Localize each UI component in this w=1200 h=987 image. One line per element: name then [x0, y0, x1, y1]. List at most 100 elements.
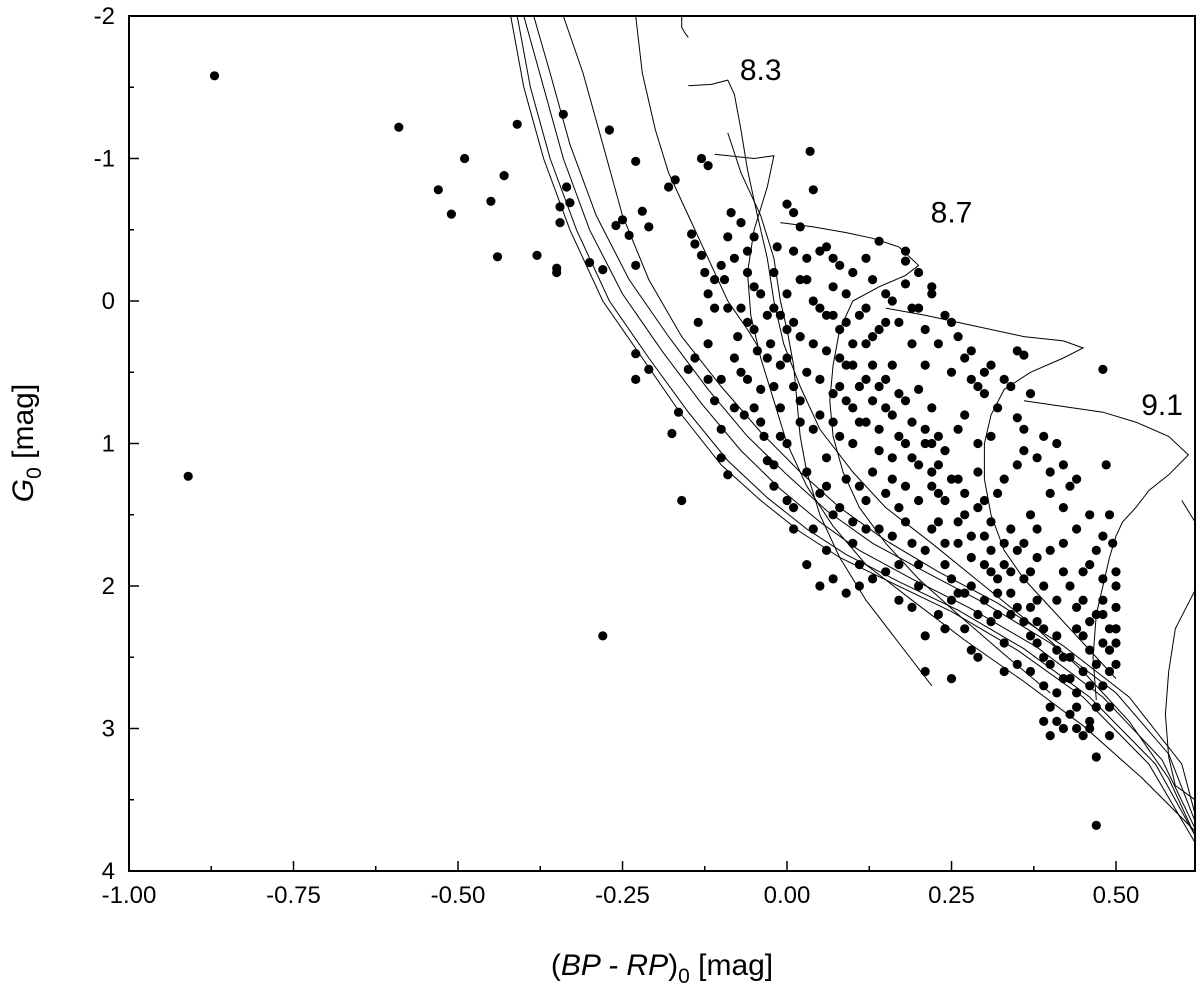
data-point: [999, 666, 1009, 677]
data-point: [1039, 624, 1049, 634]
x-tick-label: -1.00: [102, 882, 157, 909]
data-point: [690, 353, 700, 363]
data-point: [1045, 488, 1055, 498]
data-point: [693, 317, 703, 327]
y-tick-label: 3: [102, 716, 115, 743]
data-point: [775, 431, 786, 441]
x-tick-label: -0.75: [266, 882, 321, 909]
data-point: [670, 175, 680, 185]
data-point: [933, 460, 944, 470]
data-point: [716, 374, 726, 384]
data-point: [1085, 560, 1095, 570]
data-point: [782, 199, 792, 209]
isochrone-labels: 8.3 8.7 9.1: [740, 54, 1183, 422]
data-point: [966, 645, 976, 655]
data-point: [562, 182, 572, 192]
data-point: [1072, 723, 1082, 734]
data-point: [907, 453, 917, 463]
data-point: [848, 438, 858, 449]
data-point: [940, 446, 950, 456]
isochrone-label: 8.3: [740, 54, 782, 87]
data-point: [1032, 453, 1042, 463]
data-point: [1032, 524, 1042, 534]
isochrone-line: [1164, 590, 1195, 801]
data-point: [874, 424, 884, 434]
data-point: [835, 503, 845, 513]
data-point: [1085, 716, 1095, 727]
data-point: [687, 229, 697, 239]
data-point: [769, 381, 779, 392]
data-point: [1065, 481, 1075, 491]
data-point: [815, 410, 825, 420]
data-point: [631, 156, 641, 166]
data-point: [993, 403, 1003, 413]
data-point: [993, 609, 1003, 620]
data-point: [1025, 666, 1036, 677]
data-point: [894, 503, 904, 513]
data-point: [1012, 659, 1022, 670]
data-point: [1111, 659, 1121, 670]
data-point: [696, 153, 707, 164]
data-point: [1006, 609, 1016, 620]
data-point: [841, 289, 851, 299]
data-point: [1052, 645, 1062, 655]
data-point: [710, 275, 720, 285]
x-axis-ticks: -1.00 -0.75 -0.50 -0.25 0.00 0.25 0.50: [102, 861, 1139, 909]
y-tick-label: 2: [102, 573, 115, 600]
data-point: [815, 488, 825, 498]
data-point: [854, 581, 865, 591]
data-point: [789, 503, 799, 513]
data-point: [617, 215, 628, 225]
data-point: [821, 545, 832, 556]
data-point: [789, 317, 799, 327]
data-point: [631, 349, 641, 359]
data-point: [1045, 702, 1055, 712]
data-point: [933, 517, 944, 527]
data-point: [1052, 716, 1062, 727]
data-point: [966, 552, 976, 563]
data-point: [940, 310, 950, 320]
data-point: [835, 353, 845, 363]
data-point: [1078, 731, 1088, 741]
data-point: [1065, 652, 1075, 662]
data-point: [782, 353, 792, 363]
data-point: [861, 253, 871, 263]
data-point: [828, 510, 838, 520]
data-point: [795, 417, 805, 427]
data-point: [1072, 688, 1082, 698]
data-point: [914, 267, 924, 278]
data-point: [979, 495, 990, 506]
data-point: [874, 524, 884, 534]
data-point: [835, 431, 845, 441]
data-point: [1104, 624, 1115, 634]
data-point: [703, 161, 713, 171]
isochrone-line: [1181, 500, 1195, 523]
data-point: [683, 364, 693, 374]
data-point: [940, 624, 950, 634]
data-point: [782, 324, 792, 335]
data-point: [881, 567, 891, 577]
data-point: [1006, 381, 1016, 392]
data-point: [795, 222, 805, 232]
data-point: [986, 431, 996, 441]
data-point: [868, 574, 878, 584]
data-point: [914, 303, 924, 313]
data-point: [795, 275, 805, 285]
data-point: [946, 474, 957, 484]
data-point: [953, 517, 963, 527]
data-point: [999, 538, 1009, 548]
data-point: [677, 495, 687, 506]
data-point: [835, 381, 845, 392]
data-point: [854, 381, 865, 392]
data-point: [993, 574, 1003, 584]
data-point: [598, 265, 608, 275]
data-point: [1019, 424, 1029, 434]
data-point: [802, 560, 812, 570]
data-point: [499, 171, 509, 181]
data-point: [979, 389, 990, 399]
data-point: [821, 453, 832, 463]
data-point: [775, 360, 786, 370]
data-point: [907, 339, 917, 349]
isochrone-line: [635, 16, 762, 352]
